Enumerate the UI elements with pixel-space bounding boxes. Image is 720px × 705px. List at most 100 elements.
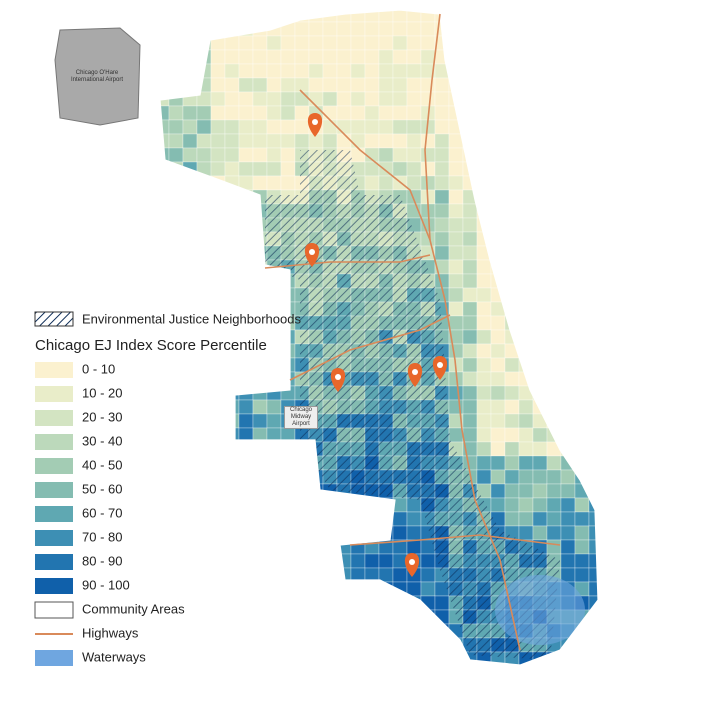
- cell: [574, 21, 590, 37]
- cell: [490, 231, 506, 247]
- cell: [364, 623, 380, 639]
- cell: [560, 525, 576, 541]
- cell: [160, 10, 170, 23]
- cell: [560, 483, 576, 499]
- cell: [252, 357, 268, 373]
- cell: [238, 497, 254, 513]
- cell: [546, 203, 562, 219]
- cell: [546, 399, 562, 415]
- cell: [336, 91, 352, 107]
- cell: [518, 105, 534, 121]
- cell: [210, 427, 226, 443]
- cell: [546, 525, 562, 541]
- cell: [532, 497, 548, 513]
- cell: [560, 497, 576, 513]
- cell: [182, 63, 198, 79]
- class-swatch: [35, 458, 73, 474]
- cell: [588, 91, 598, 107]
- cell: [560, 427, 576, 443]
- cell: [490, 49, 506, 65]
- cell: [238, 273, 254, 289]
- cell: [252, 231, 268, 247]
- cell: [560, 217, 576, 233]
- cell: [196, 455, 212, 471]
- cell: [476, 441, 492, 457]
- cell: [546, 77, 562, 93]
- cell: [224, 105, 240, 121]
- cell: [490, 427, 506, 443]
- cell: [168, 483, 184, 499]
- cell: [532, 63, 548, 79]
- cell: [238, 511, 254, 527]
- cell: [210, 497, 226, 513]
- cell: [574, 469, 590, 485]
- cell: [392, 595, 408, 611]
- cell: [476, 77, 492, 93]
- cell: [182, 259, 198, 275]
- cell: [378, 637, 394, 653]
- cell: [266, 595, 282, 611]
- cell: [575, 666, 589, 680]
- cell: [532, 511, 548, 527]
- cell: [210, 483, 226, 499]
- cell: [448, 189, 464, 205]
- cell: [350, 497, 366, 513]
- cell: [225, 666, 239, 680]
- cell: [322, 595, 338, 611]
- cell: [588, 245, 598, 261]
- marker-dot: [312, 119, 318, 125]
- cell: [392, 105, 408, 121]
- cell: [322, 105, 338, 121]
- cell: [448, 147, 464, 163]
- cell: [364, 175, 380, 191]
- cell: [574, 651, 590, 665]
- cell: [238, 469, 254, 485]
- cell: [224, 161, 240, 177]
- cell: [574, 189, 590, 205]
- cell: [280, 49, 296, 65]
- cell: [168, 553, 184, 569]
- cell: [294, 623, 310, 639]
- cell: [476, 287, 492, 303]
- ej-hatch: [300, 150, 360, 195]
- cell: [266, 483, 282, 499]
- cell: [490, 35, 506, 51]
- cell: [518, 329, 534, 345]
- cell: [224, 595, 240, 611]
- cell: [266, 399, 282, 415]
- cell: [210, 651, 226, 665]
- cell: [490, 329, 506, 345]
- cell: [504, 357, 520, 373]
- cell: [588, 203, 598, 219]
- cell: [322, 119, 338, 135]
- cell: [462, 385, 478, 401]
- cell: [406, 511, 422, 527]
- cell: [560, 651, 576, 665]
- cell: [182, 371, 198, 387]
- cell: [224, 287, 240, 303]
- cell: [350, 609, 366, 625]
- cell: [392, 651, 408, 665]
- cell: [574, 105, 590, 121]
- cell: [350, 35, 366, 51]
- cell: [463, 666, 477, 680]
- cell: [574, 497, 590, 513]
- cell: [379, 666, 393, 680]
- cell: [560, 119, 576, 135]
- cell: [224, 469, 240, 485]
- community-swatch: [34, 601, 74, 619]
- cell: [266, 511, 282, 527]
- cell: [168, 203, 184, 219]
- cell: [574, 245, 590, 261]
- cell: [588, 385, 598, 401]
- cell: [182, 49, 198, 65]
- cell: [210, 77, 226, 93]
- cell: [238, 567, 254, 583]
- cell: [476, 385, 492, 401]
- cell: [280, 287, 296, 303]
- cell: [434, 10, 450, 23]
- cell: [532, 77, 548, 93]
- cell: [238, 455, 254, 471]
- cell: [182, 483, 198, 499]
